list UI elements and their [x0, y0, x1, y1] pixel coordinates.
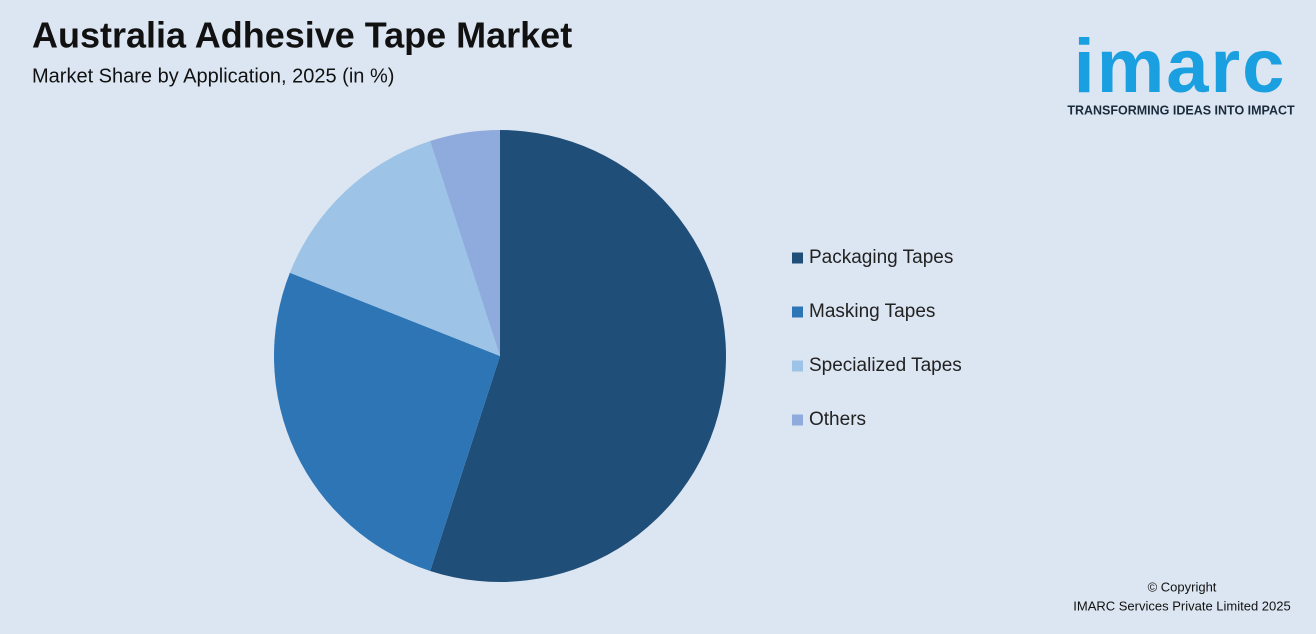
copyright: © Copyright	[1148, 579, 1217, 594]
copyright: IMARC Services Private Limited 2025	[1073, 598, 1290, 613]
legend-label: Packaging Tapes	[809, 247, 953, 268]
legend-swatch	[792, 414, 803, 426]
pie-slice	[289, 141, 500, 356]
pie-slice	[430, 130, 500, 356]
legend-swatch	[792, 360, 803, 372]
legend-label: Others	[809, 409, 866, 430]
legend-label: Masking Tapes	[809, 301, 935, 322]
chart-subtitle: Market Share by Application, 2025 (in %)	[32, 65, 394, 87]
legend-label: Specialized Tapes	[809, 355, 962, 376]
logo-tagline: TRANSFORMING IDEAS INTO IMPACT	[1067, 103, 1295, 117]
legend-swatch	[792, 306, 803, 318]
pie-slice	[430, 130, 726, 583]
logo: imarc	[1074, 24, 1287, 109]
chart-title: Australia Adhesive Tape Market	[32, 15, 572, 56]
pie-slice	[273, 272, 500, 571]
legend-swatch	[792, 252, 803, 264]
